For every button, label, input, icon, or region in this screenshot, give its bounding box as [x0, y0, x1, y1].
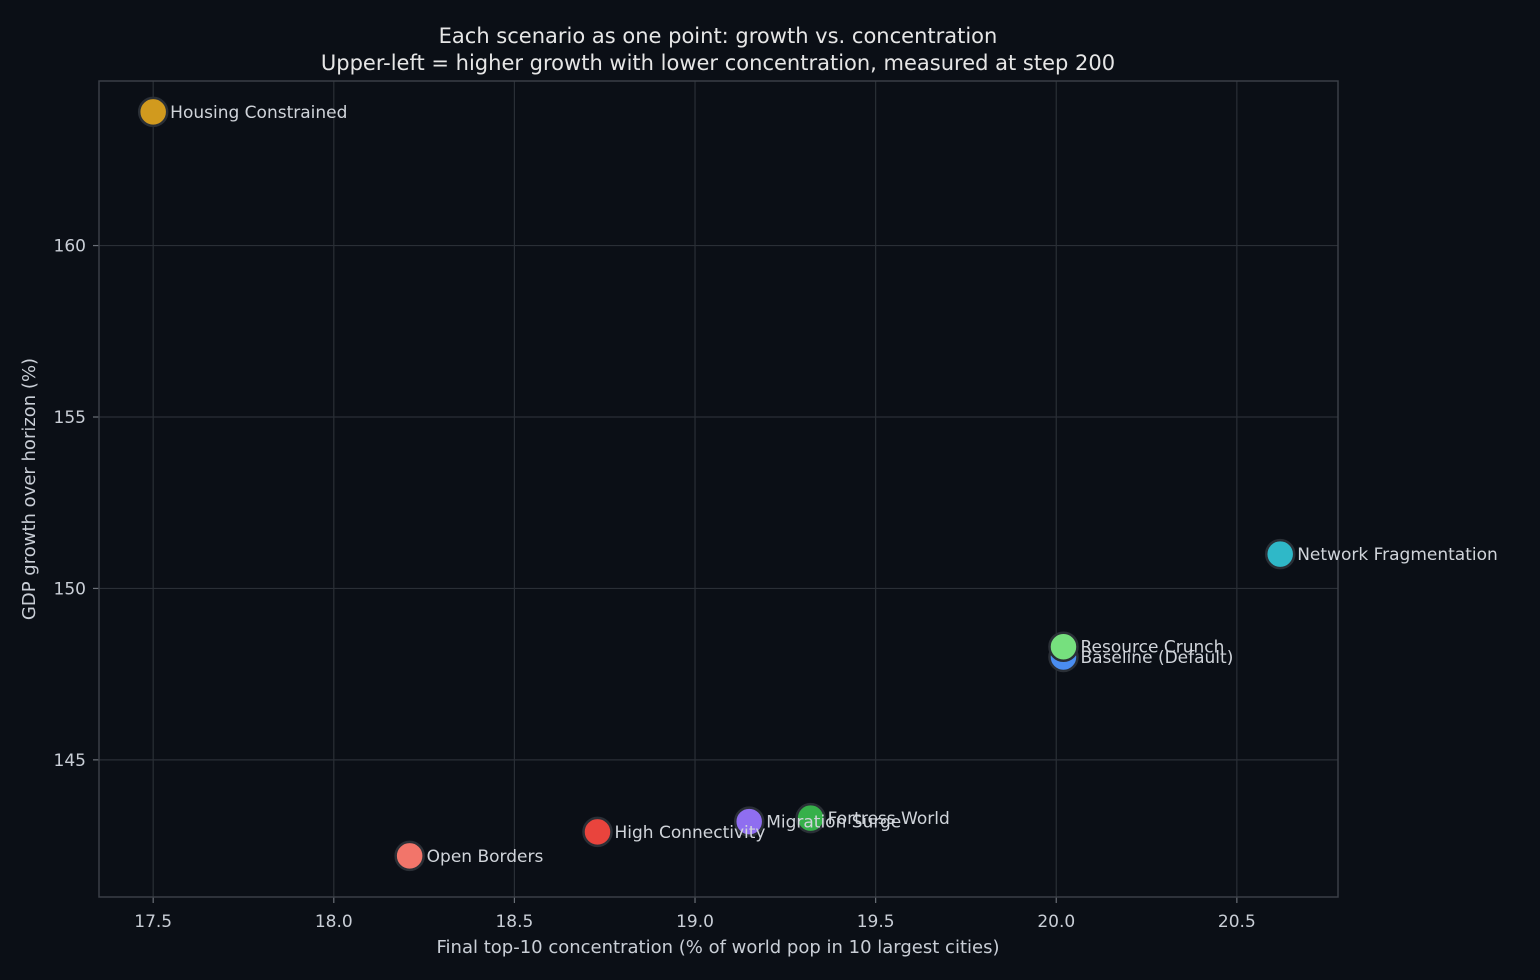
x-tick-label: 20.0 — [1037, 912, 1075, 932]
x-tick-label: 20.5 — [1218, 912, 1256, 932]
data-point-label: Baseline (Default) — [1080, 648, 1233, 668]
grid — [99, 81, 1338, 897]
data-point-label: Network Fragmentation — [1297, 545, 1498, 565]
x-tick-label: 18.5 — [495, 912, 533, 932]
chart-title: Each scenario as one point: growth vs. c… — [439, 24, 998, 48]
data-point-label: Fortress World — [828, 809, 950, 829]
data-point-label: Housing Constrained — [170, 103, 347, 123]
data-points — [137, 96, 1296, 872]
point-labels: Housing Constrained Network Fragmentation… — [170, 103, 1498, 867]
y-tick-label: 155 — [54, 408, 86, 428]
y-tick-label: 145 — [54, 751, 86, 771]
data-point — [137, 96, 169, 128]
data-point — [582, 816, 613, 848]
y-tick-label: 150 — [54, 579, 86, 599]
x-tick-label: 18.0 — [315, 912, 353, 932]
data-point-label: Open Borders — [427, 847, 544, 867]
x-axis-label: Final top-10 concentration (% of world p… — [437, 937, 1000, 958]
x-tick-label: 19.5 — [857, 912, 895, 932]
data-point — [1048, 631, 1079, 662]
y-tick-label: 160 — [54, 237, 86, 257]
data-point — [394, 840, 425, 872]
x-tick-label: 19.0 — [676, 912, 714, 932]
data-point-label: Resource Crunch — [1080, 638, 1224, 658]
x-tick-label: 17.5 — [134, 912, 172, 932]
data-point — [1264, 538, 1296, 570]
axis-ticks: 17.5 18.0 18.5 19.0 19.5 20.0 20.5 145 150 155 160 — [54, 237, 1256, 932]
data-point — [795, 802, 826, 834]
plot-frame — [98, 80, 1339, 898]
data-point-label: Migration Surge — [766, 813, 901, 833]
data-point — [733, 806, 765, 837]
data-point-label: High Connectivity — [614, 823, 765, 843]
y-axis-label: GDP growth over horizon (%) — [19, 358, 40, 620]
chart-subtitle: Upper-left = higher growth with lower co… — [321, 51, 1115, 75]
